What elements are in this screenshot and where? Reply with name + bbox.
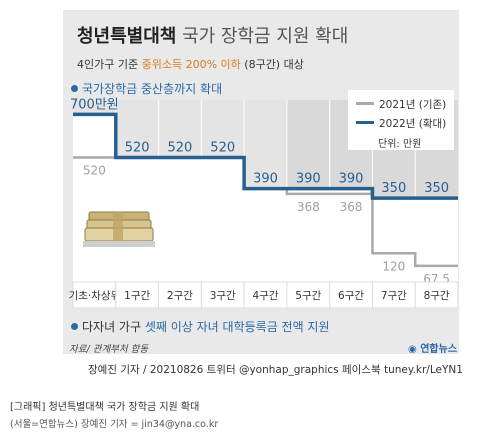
x-tick-label: 3구간	[210, 290, 236, 302]
legend-label-2021: 2021년 (기존)	[379, 99, 447, 111]
subtitle-post: (8구간) 대상	[244, 58, 304, 71]
subtitle-highlight: 중위소득 200% 이하	[141, 58, 241, 71]
yonhap-logo: ◉ 연합뉴스	[408, 344, 458, 355]
legend-swatch-2021	[356, 102, 374, 105]
x-tick-cell	[115, 281, 160, 309]
title-bold: 청년특별대책	[77, 26, 177, 47]
x-tick-label: 5구간	[295, 290, 321, 302]
x-tick-cell	[371, 281, 416, 309]
x-tick-label: 8구간	[424, 290, 450, 302]
source-note: 자료/ 관계부처 합동	[69, 344, 149, 355]
subtitle: 4인가구 기준 중위소득 200% 이하 (8구간) 대상	[77, 56, 304, 72]
data-label-2021: 120	[382, 259, 405, 273]
title-rest: 국가 장학금 지원 확대	[182, 26, 349, 47]
credit-line: 장예진 기자 / 20210826 트위터 @yonhap_graphics 페…	[88, 364, 463, 376]
data-label-2022: 520	[125, 140, 150, 155]
x-tick-cell	[72, 281, 117, 309]
data-label-2021: 368	[297, 200, 320, 214]
unit-label: 단위: 만원	[378, 139, 422, 150]
data-label-2022: 350	[424, 181, 449, 196]
legend-label-2022: 2022년 (확대)	[379, 118, 447, 130]
x-tick-label: 4구간	[252, 290, 278, 302]
logo-text: 연합뉴스	[420, 344, 458, 355]
data-label-2022: 350	[381, 181, 406, 196]
x-tick-cell	[414, 281, 459, 309]
caption-title: [그래픽] 청년특별대책 국가 장학금 지원 확대	[10, 402, 200, 413]
data-label-2022: 390	[253, 172, 278, 187]
data-label-2021: 368	[340, 200, 363, 214]
data-label-2022: 520	[210, 140, 235, 155]
series-line-2022	[73, 112, 458, 200]
legend-item-2021: 2021년 (기존)	[356, 97, 446, 112]
chart-legend: 2021년 (기존) 2022년 (확대) 단위: 만원	[348, 90, 454, 150]
x-tick-label: 기초·차상위	[69, 289, 121, 302]
x-tick-label: 7구간	[381, 290, 407, 302]
section2-pre: 다자녀 가구	[82, 320, 142, 334]
legend-item-2022: 2022년 (확대)	[356, 116, 446, 131]
area-2022	[73, 114, 458, 282]
x-tick-cell	[200, 281, 245, 309]
data-label-2022: 390	[339, 172, 364, 187]
data-label-2021: 520	[83, 163, 106, 177]
bullet-dot-icon	[71, 85, 78, 92]
data-label-2022: 520	[168, 140, 193, 155]
x-tick-label: 1구간	[124, 290, 150, 302]
subtitle-pre: 4인가구 기준	[77, 58, 139, 71]
bullet-dot-icon	[71, 323, 78, 330]
section1-text: 국가장학금 중산층까지 확대	[82, 82, 223, 96]
x-tick-label: 6구간	[338, 290, 364, 302]
x-tick-cell	[329, 281, 373, 309]
data-label-2022: 700만원	[70, 97, 119, 112]
section-heading-1: 국가장학금 중산층까지 확대	[71, 80, 222, 97]
infographic-card: 청년특별대책 국가 장학금 지원 확대 4인가구 기준 중위소득 200% 이하…	[63, 10, 459, 355]
section2-blue: 셋째 이상 자녀 대학등록금 전액 지원	[144, 320, 330, 334]
page-title: 청년특별대책 국가 장학금 지원 확대	[77, 22, 348, 48]
section-heading-2: 다자녀 가구 셋째 이상 자녀 대학등록금 전액 지원	[71, 318, 330, 335]
money-stack-icon	[83, 211, 155, 247]
x-tick-label: 2구간	[167, 290, 193, 302]
x-tick-cell	[243, 281, 288, 309]
caption-byline: (서울=연합뉴스) 장예진 기자 = jin34@yna.co.kr	[10, 419, 219, 430]
data-label-2022: 390	[296, 172, 321, 187]
legend-swatch-2022	[356, 121, 374, 124]
